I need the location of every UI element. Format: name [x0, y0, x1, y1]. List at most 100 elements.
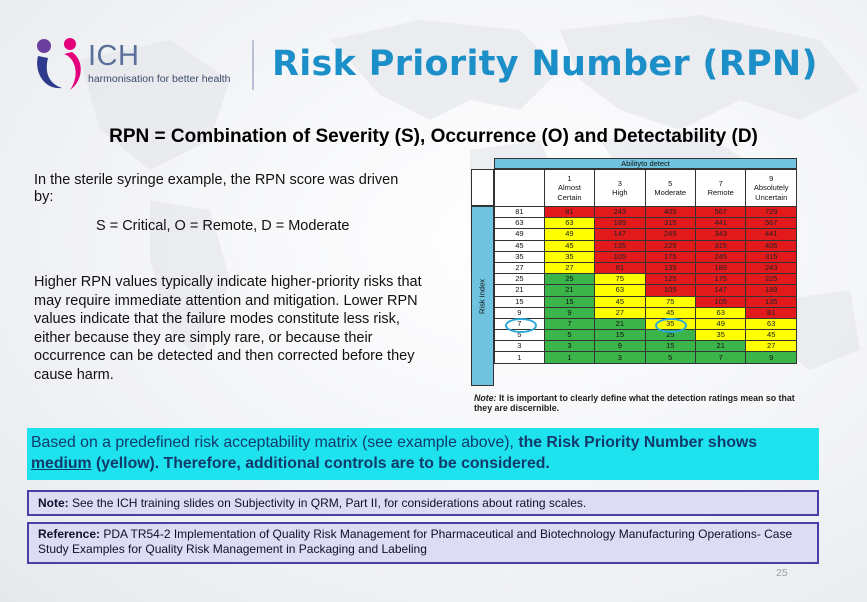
risk-index-cell: 15 [494, 295, 545, 308]
note-bar-text: See the ICH training slides on Subjectiv… [68, 496, 587, 510]
rpn-column-header-line: High [612, 188, 628, 197]
rpn-row: 5 5 15 25 35 45 [494, 329, 797, 342]
risk-index-cell: 81 [494, 205, 545, 219]
rpn-table-body: 81 81 243 405 567 729 63 63 189 315 441 567 49 49 147 2… [494, 205, 797, 364]
rpn-row: 7 7 21 35 49 63 [494, 317, 797, 331]
rpn-cell: 225 [745, 273, 797, 286]
slide-subtitle: RPN = Combination of Severity (S), Occur… [109, 126, 758, 147]
rpn-cell: 25 [543, 273, 596, 286]
rpn-row: 35 35 105 175 245 315 [494, 250, 797, 263]
rpn-cell: 175 [644, 250, 697, 263]
rpn-column-header-line: Absolutely [753, 183, 789, 193]
rpn-table: 1 Almost Certain 3 High 5 Moderate 7 Remote 9 Abso… [494, 169, 797, 364]
conclusion-part4: (yellow). Therefore, additional controls… [91, 455, 550, 472]
rpn-cell: 189 [594, 217, 646, 230]
risk-index-cell: 49 [494, 228, 545, 241]
rpn-column-header: 7 Remote [694, 169, 747, 207]
rpn-cell: 189 [694, 261, 747, 275]
rpn-cell: 405 [644, 205, 697, 219]
rpn-cell: 63 [745, 317, 797, 331]
rpn-cell: 35 [543, 250, 596, 263]
rpn-cell: 15 [644, 340, 697, 353]
note-bar: Note: See the ICH training slides on Sub… [27, 490, 819, 516]
risk-index-cell: 3 [494, 340, 545, 353]
rpn-table-header: 1 Almost Certain 3 High 5 Moderate 7 Remote 9 Abso… [494, 169, 797, 207]
risk-index-cell: 5 [494, 329, 545, 342]
ich-logo [37, 38, 81, 90]
rpn-cell: 25 [644, 329, 697, 342]
rpn-cell: 315 [694, 239, 747, 252]
rpn-row: 49 49 147 245 343 441 [494, 228, 797, 241]
conclusion-part1: Based on a predefined risk acceptability… [31, 434, 519, 451]
rpn-cell: 1 [543, 351, 596, 364]
matrix-corner [471, 169, 494, 206]
rpn-cell: 5 [644, 351, 697, 364]
rpn-row: 21 21 63 105 147 189 [494, 284, 797, 297]
rpn-cell: 729 [745, 205, 797, 219]
rpn-matrix: Abilityto detect Risk Index 1 Almost Certa… [471, 158, 797, 386]
rpn-cell: 343 [694, 228, 747, 241]
intro-text: In the sterile syringe example, the RPN … [34, 172, 399, 205]
rpn-cell: 315 [644, 217, 697, 230]
rpn-cell: 75 [594, 273, 646, 286]
rpn-row: 63 63 189 315 441 567 [494, 217, 797, 230]
rpn-cell: 27 [543, 261, 596, 275]
rpn-column-header-line: Remote [707, 188, 734, 197]
rpn-column-header: 3 High [594, 169, 646, 207]
logo-text: ICH [88, 40, 140, 72]
logo-tagline: harmonisation for better health [88, 73, 231, 85]
rpn-cell: 243 [745, 261, 797, 275]
rpn-cell: 21 [594, 317, 646, 331]
rpn-cell: 105 [644, 284, 697, 297]
rpn-column-header-line: 3 [617, 178, 622, 188]
risk-index-cell: 7 [494, 317, 545, 331]
rpn-column-header-line: 7 [718, 178, 723, 188]
rpn-cell: 125 [644, 273, 697, 286]
rpn-cell: 245 [694, 250, 747, 263]
rpn-cell: 81 [745, 306, 797, 319]
rpn-cell: 81 [543, 205, 596, 219]
rpn-cell: 441 [745, 228, 797, 241]
rpn-column-header-line: 9 [769, 173, 774, 183]
detect-header: Abilityto detect [494, 158, 797, 169]
rpn-cell: 175 [694, 273, 747, 286]
rpn-cell: 147 [594, 228, 646, 241]
rpn-cell: 189 [745, 284, 797, 297]
rpn-cell: 15 [543, 295, 596, 308]
rpn-header-corner [494, 169, 545, 207]
rpn-row: 3 3 9 15 21 27 [494, 340, 797, 353]
rpn-cell: 105 [594, 250, 646, 263]
rpn-cell: 567 [694, 205, 747, 219]
rpn-row: 15 15 45 75 105 135 [494, 295, 797, 308]
rpn-column-header-line: 1 [567, 173, 572, 183]
page-title: Risk Priority Number (RPN) [272, 44, 818, 84]
rpn-cell: 9 [594, 340, 646, 353]
reference-bar-text: PDA TR54-2 Implementation of Quality Ris… [38, 527, 793, 556]
rpn-cell: 3 [543, 340, 596, 353]
rpn-cell: 135 [594, 239, 646, 252]
rpn-cell: 105 [694, 295, 747, 308]
rpn-cell: 135 [644, 261, 697, 275]
rpn-cell: 21 [694, 340, 747, 353]
matrix-note: Note: It is important to clearly define … [474, 393, 804, 413]
rpn-cell: 5 [543, 329, 596, 342]
rpn-cell: 63 [694, 306, 747, 319]
risk-index-cell: 9 [494, 306, 545, 319]
rpn-cell: 81 [594, 261, 646, 275]
explanation-text: Higher RPN values typically indicate hig… [34, 274, 422, 383]
matrix-note-lead: Note: [474, 393, 497, 403]
rpn-cell: 405 [745, 239, 797, 252]
rpn-cell: 45 [745, 329, 797, 342]
conclusion-part2: the Risk Priority Number shows [518, 434, 758, 451]
risk-index-cell: 45 [494, 239, 545, 252]
rpn-values-text: S = Critical, O = Remote, D = Moderate [96, 218, 350, 234]
reference-bar: Reference: PDA TR54-2 Implementation of … [27, 522, 819, 564]
rpn-column-header-line: 5 [668, 178, 673, 188]
rpn-column-header-line: Certain [557, 192, 582, 202]
rpn-cell: 441 [694, 217, 747, 230]
rpn-cell: 27 [594, 306, 646, 319]
rpn-cell: 315 [745, 250, 797, 263]
rpn-row: 27 27 81 135 189 243 [494, 261, 797, 275]
rpn-cell: 45 [594, 295, 646, 308]
